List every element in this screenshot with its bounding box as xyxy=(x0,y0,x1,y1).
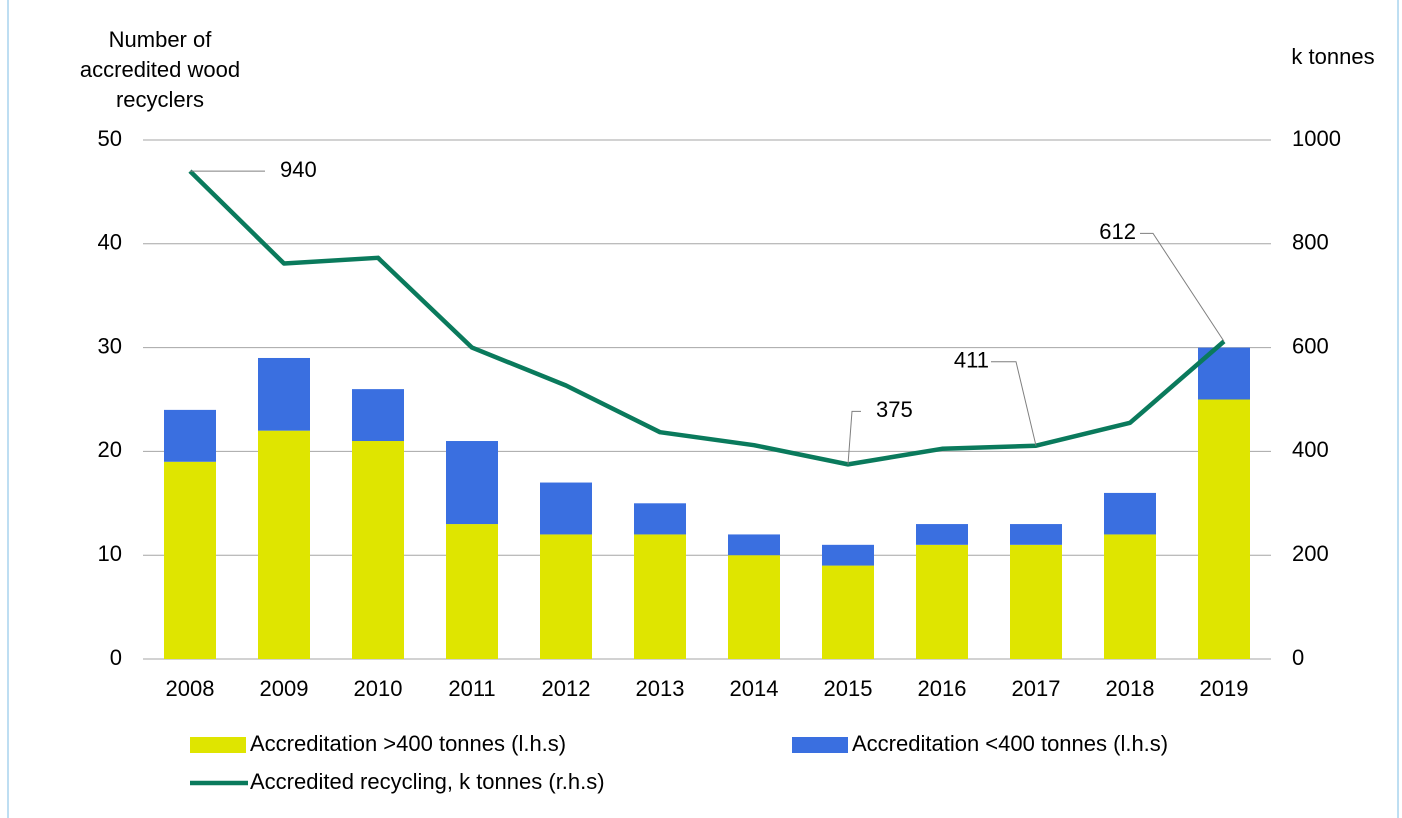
x-tick-label: 2019 xyxy=(1200,676,1249,701)
bar xyxy=(540,482,592,535)
leader-line xyxy=(847,410,861,465)
legend-label: Accreditation <400 tonnes (l.h.s) xyxy=(852,731,1168,756)
bar xyxy=(164,461,216,659)
leader-line xyxy=(1140,232,1225,342)
bar xyxy=(634,503,686,535)
x-tick-label: 2016 xyxy=(918,676,967,701)
x-tick-label: 2008 xyxy=(166,676,215,701)
data-label: 411 xyxy=(954,348,989,373)
y-axis-title: recyclers xyxy=(116,87,204,112)
y-tick-label: 40 xyxy=(98,230,122,255)
x-tick-label: 2014 xyxy=(730,676,779,701)
bar xyxy=(1010,524,1062,545)
y-tick-label: 50 xyxy=(98,126,122,151)
y-axis-title: Number of xyxy=(109,27,213,52)
x-tick-label: 2015 xyxy=(824,676,873,701)
bar xyxy=(352,441,404,659)
bar xyxy=(728,534,780,556)
legend-label: Accreditation >400 tonnes (l.h.s) xyxy=(250,731,566,756)
bar xyxy=(634,534,686,659)
y2-tick-label: 800 xyxy=(1292,230,1329,255)
data-label: 940 xyxy=(280,157,317,182)
chart-frame xyxy=(7,0,1399,818)
y-tick-label: 0 xyxy=(110,645,122,670)
y2-axis-title: k tonnes xyxy=(1291,44,1374,69)
legend-label: Accredited recycling, k tonnes (r.h.s) xyxy=(250,769,605,794)
data-label: 612 xyxy=(1099,219,1136,244)
bar xyxy=(728,555,780,659)
y2-tick-label: 200 xyxy=(1292,541,1329,566)
bar xyxy=(258,430,310,659)
y2-tick-label: 400 xyxy=(1292,437,1329,462)
x-tick-label: 2017 xyxy=(1012,676,1061,701)
data-label: 375 xyxy=(876,397,913,422)
bar xyxy=(446,524,498,659)
y-tick-label: 20 xyxy=(98,437,122,462)
bar xyxy=(1010,544,1062,659)
y-tick-label: 30 xyxy=(98,333,122,358)
bar xyxy=(446,441,498,525)
bar xyxy=(540,534,592,659)
bar xyxy=(352,389,404,442)
y2-tick-label: 600 xyxy=(1292,333,1329,358)
legend-swatch xyxy=(792,737,848,753)
x-tick-label: 2010 xyxy=(354,676,403,701)
y-tick-label: 10 xyxy=(98,541,122,566)
bar xyxy=(258,357,310,431)
line xyxy=(188,169,1226,467)
y2-tick-label: 1000 xyxy=(1292,126,1341,151)
x-tick-label: 2013 xyxy=(636,676,685,701)
bar xyxy=(1198,399,1250,659)
y-axis-title: accredited wood xyxy=(80,57,240,82)
bar xyxy=(1104,534,1156,659)
bar xyxy=(1104,492,1156,535)
y2-tick-label: 0 xyxy=(1292,645,1304,670)
x-tick-label: 2009 xyxy=(260,676,309,701)
x-tick-label: 2011 xyxy=(448,676,495,701)
bar xyxy=(916,544,968,659)
bar xyxy=(916,524,968,545)
bar xyxy=(164,409,216,462)
legend-swatch xyxy=(190,737,246,753)
bar xyxy=(822,544,874,566)
leader-line xyxy=(991,361,1037,446)
x-tick-label: 2012 xyxy=(542,676,591,701)
x-tick-label: 2018 xyxy=(1106,676,1155,701)
bar xyxy=(822,565,874,659)
